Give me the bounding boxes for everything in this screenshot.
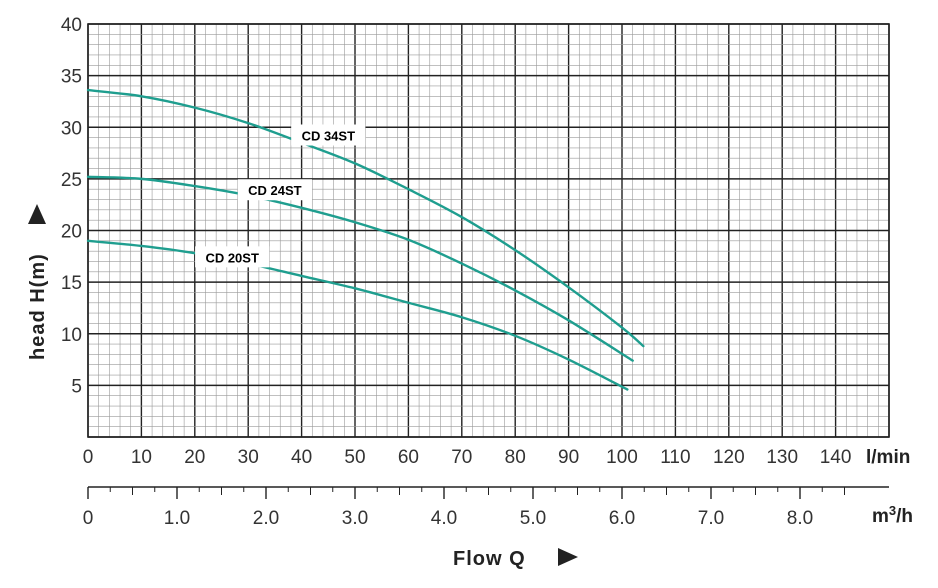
x-tick-label: 20 — [184, 447, 205, 468]
x-tick-label: 130 — [766, 447, 798, 468]
y-tick-label: 25 — [61, 170, 82, 191]
curve-label-bg — [291, 124, 366, 146]
curve-label-bg — [237, 179, 312, 201]
y-axis-title: head H(m) — [27, 204, 49, 360]
curve-label: CD 20ST — [205, 250, 259, 265]
x2-tick-label: 2.0 — [253, 508, 279, 529]
x-axis-arrow-icon — [558, 548, 578, 566]
curve-label: CD 34ST — [302, 129, 356, 144]
y-tick-label: 20 — [61, 222, 82, 243]
x-tick-label: 80 — [505, 447, 526, 468]
series-line-2 — [86, 239, 629, 391]
y-axis-arrow-icon — [28, 204, 46, 224]
y-tick-label: 30 — [61, 118, 82, 139]
x-tick-label: 60 — [398, 447, 419, 468]
y-tick-label: 10 — [61, 325, 82, 346]
x-axis-title: Flow Q — [453, 548, 578, 570]
series-line-1 — [86, 175, 634, 362]
x2-tick-label: 4.0 — [431, 508, 457, 529]
m3h-axis: 0 1.0 2.0 3.0 4.0 5.0 6.0 7.0 8.0 — [83, 486, 889, 529]
x2-tick-label: 7.0 — [698, 508, 724, 529]
curves — [86, 88, 645, 391]
x-unit-label: l/min — [866, 447, 910, 468]
x-tick-label: 100 — [606, 447, 638, 468]
curve-label-bg — [195, 246, 270, 268]
x-tick-label: 70 — [451, 447, 472, 468]
x2-tick-label: 8.0 — [787, 508, 813, 529]
y-tick-label: 5 — [71, 376, 82, 397]
y-tick-label: 15 — [61, 273, 82, 294]
curve-labels: CD 34ST CD 24ST CD 20ST — [195, 124, 366, 268]
y-tick-label: 35 — [61, 67, 82, 88]
x2-tick-label: 6.0 — [609, 508, 635, 529]
x-tick-label: 90 — [558, 447, 579, 468]
x-tick-label: 10 — [131, 447, 152, 468]
x2-tick-label: 1.0 — [164, 508, 190, 529]
x2-tick-label: 0 — [83, 508, 94, 529]
grid — [87, 23, 890, 438]
x-tick-label: 0 — [83, 447, 94, 468]
tick-labels: 5 10 15 20 25 30 35 40 0 10 20 30 40 50 60 70 80 90 100 110… — [61, 15, 852, 468]
x-tick-label: 110 — [660, 447, 690, 468]
x-axis-title-text: Flow Q — [453, 548, 526, 570]
series-line-0 — [86, 88, 645, 348]
x2-tick-label: 3.0 — [342, 508, 368, 529]
x-tick-label: 120 — [713, 447, 745, 468]
x-tick-label: 140 — [820, 447, 852, 468]
x-tick-label: 40 — [291, 447, 312, 468]
y-axis-title-text: head H(m) — [27, 253, 49, 360]
x2-unit-label: m3/h — [872, 503, 913, 527]
curve-label: CD 24ST — [248, 183, 302, 198]
x2-tick-label: 5.0 — [520, 508, 546, 529]
y-tick-label: 40 — [61, 15, 82, 36]
x-tick-label: 30 — [238, 447, 259, 468]
x-tick-label: 50 — [344, 447, 365, 468]
plot-border — [87, 23, 890, 438]
